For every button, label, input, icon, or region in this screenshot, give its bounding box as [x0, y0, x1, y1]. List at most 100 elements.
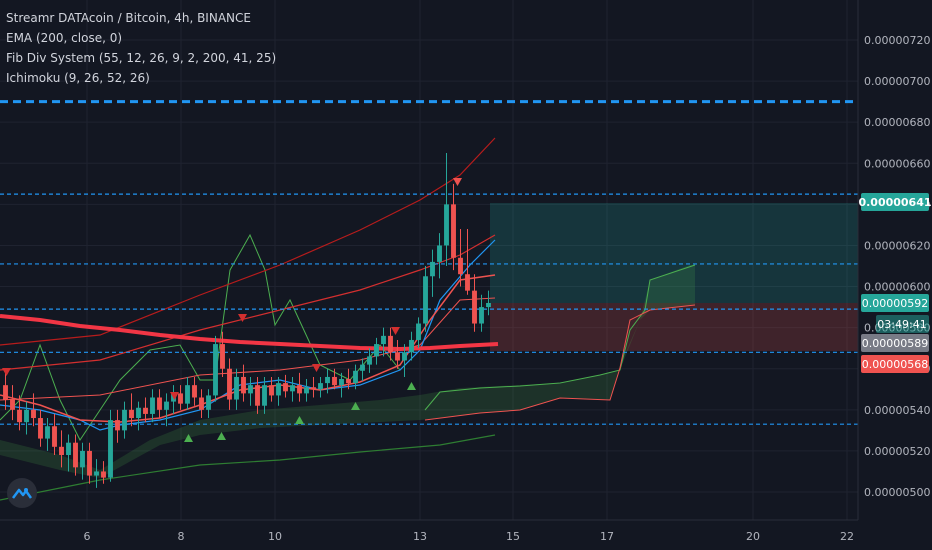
candle-body — [451, 204, 456, 258]
candle-body — [24, 409, 29, 423]
sell-signal-icon — [391, 327, 400, 335]
time-tick-label: 15 — [506, 530, 520, 543]
candle-body — [262, 385, 267, 406]
price-axis[interactable] — [858, 0, 932, 520]
price-tick-label: 0.00000700 — [864, 75, 930, 88]
candle-body — [304, 387, 309, 394]
candle-body — [444, 204, 449, 246]
ema-200-line — [0, 314, 499, 352]
candle-body — [45, 426, 50, 439]
time-tick-label: 6 — [84, 530, 91, 543]
candle-body — [472, 290, 477, 324]
sell-signal-icon — [2, 368, 11, 376]
candle-body — [59, 446, 64, 456]
chart-legend: Streamr DATAcoin / Bitcoin, 4h, BINANCE … — [6, 8, 276, 88]
time-tick-label: 8 — [178, 530, 185, 543]
sell-signal-icon — [312, 364, 321, 372]
candle-body — [290, 385, 295, 392]
price-tick-label: 0.00000620 — [864, 239, 930, 252]
candle-body — [311, 387, 316, 390]
legend-ichimoku[interactable]: Ichimoku (9, 26, 52, 26) — [6, 71, 150, 85]
price-label-last-text: 0.00000592 — [862, 297, 928, 310]
grid-lines — [0, 0, 858, 520]
price-label-entry-text: 0.00000589 — [862, 337, 928, 350]
price-tick-label: 0.00000520 — [864, 445, 930, 458]
candle-body — [108, 420, 113, 478]
sell-signal-icon — [170, 392, 179, 400]
legend-title[interactable]: Streamr DATAcoin / Bitcoin, 4h, BINANCE — [6, 11, 251, 25]
price-tick-label: 0.00000540 — [864, 404, 930, 417]
candle-body — [101, 471, 106, 478]
candle-body — [115, 420, 120, 431]
time-axis[interactable] — [0, 520, 932, 550]
candle-body — [31, 409, 36, 419]
candle-body — [360, 364, 365, 371]
candle-body — [164, 401, 169, 410]
time-tick-label: 17 — [600, 530, 614, 543]
candle-body — [80, 450, 85, 468]
price-label-target: 0.00000641 — [858, 193, 932, 211]
candle-body — [136, 407, 141, 419]
candle-body — [220, 344, 225, 369]
candle-body — [479, 307, 484, 324]
candle-body — [297, 385, 302, 394]
buy-signal-icon — [351, 402, 360, 410]
candle-body — [17, 409, 22, 423]
candle-body — [66, 442, 71, 456]
price-tick-label: 0.00000680 — [864, 116, 930, 129]
price-tick-label: 0.00000660 — [864, 157, 930, 170]
candle-body — [346, 379, 351, 384]
candle-body — [227, 368, 232, 400]
candle-body — [269, 385, 274, 396]
candle-body — [430, 261, 435, 277]
tradingview-logo-icon — [12, 488, 32, 499]
candle-body — [178, 393, 183, 404]
candle-body — [150, 397, 155, 414]
candles — [3, 153, 491, 488]
candle-body — [255, 385, 260, 406]
candle-body — [367, 356, 372, 365]
candle-body — [409, 339, 414, 353]
candle-body — [437, 245, 442, 262]
candle-body — [3, 385, 8, 400]
time-tick-label: 10 — [268, 530, 282, 543]
candle-body — [374, 344, 379, 357]
time-tick-label: 13 — [413, 530, 427, 543]
candle-body — [402, 352, 407, 361]
candle-body — [213, 344, 218, 396]
price-label-stop: 0.00000568 — [861, 355, 929, 373]
sell-signal-icon — [453, 178, 462, 186]
buy-signal-icon — [217, 432, 226, 440]
candle-body — [325, 376, 330, 384]
signal-markers — [2, 178, 462, 442]
time-tick-label: 20 — [746, 530, 760, 543]
stop-zone — [490, 303, 858, 351]
time-axis-ticks: 6 8 10 13 15 17 20 22 — [84, 530, 855, 543]
price-label-last: 0.00000592 — [861, 294, 929, 312]
time-tick-label: 22 — [840, 530, 854, 543]
candle-body — [465, 274, 470, 291]
candle-body — [486, 302, 491, 308]
candle-body — [248, 385, 253, 394]
buy-signal-icon — [407, 382, 416, 390]
candle-body — [339, 379, 344, 386]
legend-fib-div[interactable]: Fib Div System (55, 12, 26, 9, 2, 200, 4… — [6, 51, 277, 65]
candle-body — [283, 383, 288, 392]
candle-body — [332, 376, 337, 386]
candle-body — [234, 376, 239, 400]
candle-body — [157, 397, 162, 410]
candle-body — [192, 385, 197, 398]
price-tick-label: 0.00000720 — [864, 34, 930, 47]
price-label-entry: 0.00000589 — [861, 334, 929, 352]
tradingview-logo[interactable] — [7, 478, 37, 508]
target-zone — [490, 203, 858, 303]
legend-ema[interactable]: EMA (200, close, 0) — [6, 31, 123, 45]
price-label-target-text: 0.00000641 — [858, 196, 931, 209]
candle-body — [52, 426, 57, 447]
candle-body — [395, 352, 400, 361]
candle-body — [423, 276, 428, 324]
candle-body — [73, 442, 78, 468]
candle-body — [10, 399, 15, 410]
